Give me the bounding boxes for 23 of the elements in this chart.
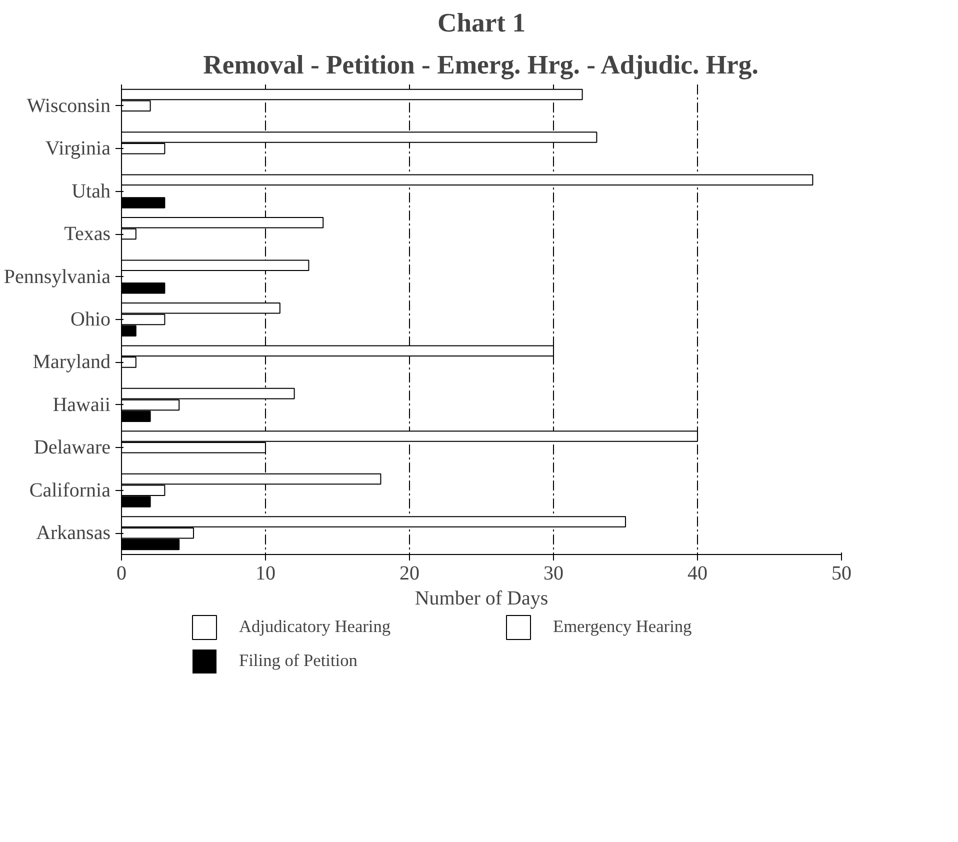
y-tick-label: Ohio	[70, 308, 110, 330]
legend-label: Emergency Hearing	[552, 617, 693, 637]
y-tick-label: Maryland	[32, 351, 111, 374]
x-tick-label: 20	[400, 562, 420, 584]
x-tick-label: 50	[832, 562, 852, 584]
y-tick-label: Hawaii	[52, 394, 111, 416]
y-tick-label: Pennsylvania	[4, 266, 111, 288]
chart-subtitle: Removal - Petition - Emerg. Hrg. - Adjudic. Hrg.	[203, 50, 758, 80]
legend-label: Filing of Petition	[238, 651, 358, 671]
legend-label: Adjudicatory Hearing	[238, 617, 392, 637]
y-tick-label: Utah	[72, 180, 111, 202]
x-tick-label: 10	[256, 562, 276, 584]
y-tick-label: Virginia	[45, 138, 111, 160]
x-tick-label: 40	[688, 562, 708, 584]
y-tick-label: Wisconsin	[26, 94, 111, 117]
x-tick-label: 0	[116, 562, 126, 584]
x-axis-title: Number of Days	[414, 588, 548, 610]
y-tick-label: Arkansas	[36, 522, 111, 544]
x-tick-label: 30	[544, 562, 564, 584]
y-tick-label: Delaware	[34, 436, 111, 459]
y-tick-label: California	[29, 479, 111, 502]
chart-title: Chart 1	[437, 8, 526, 38]
y-tick-label: Texas	[64, 223, 111, 246]
